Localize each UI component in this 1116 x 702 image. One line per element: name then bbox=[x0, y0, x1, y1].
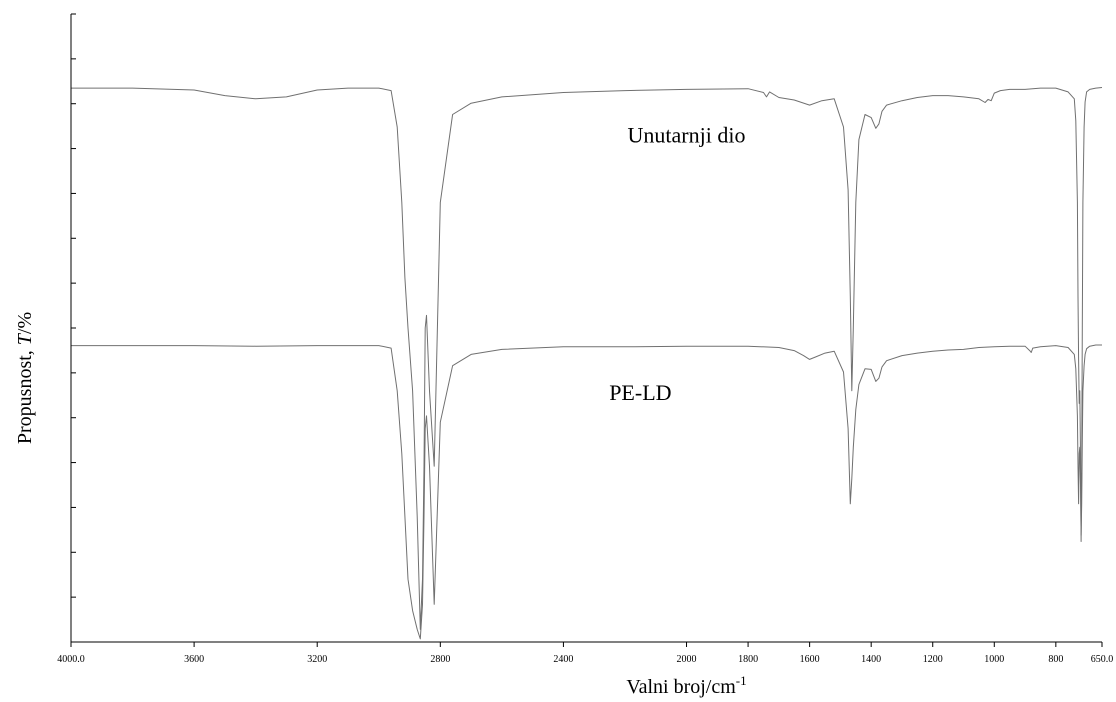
series-annotation-1: Unutarnji dio bbox=[628, 123, 746, 148]
series-annotation-2: PE-LD bbox=[609, 380, 671, 405]
x-tick-label: 800 bbox=[1048, 654, 1063, 665]
x-tick-label: 1600 bbox=[800, 654, 820, 665]
x-tick-label: 1200 bbox=[923, 654, 943, 665]
x-tick-label: 650.0 bbox=[1091, 654, 1114, 665]
series-line-1 bbox=[71, 87, 1103, 630]
y-axis-title: Propusnost, T/% bbox=[14, 312, 36, 444]
x-tick-label: 4000.0 bbox=[57, 654, 85, 665]
x-tick-label: 2000 bbox=[677, 654, 697, 665]
x-tick-label: 2800 bbox=[430, 654, 450, 665]
x-tick-label: 3200 bbox=[307, 654, 327, 665]
axes-layer: 4000.0 3600 3200 2800 2400 2000 1800 1600 1400 12… bbox=[14, 13, 1114, 698]
series-layer bbox=[71, 87, 1103, 640]
x-axis-title: Valni broj/cm-1 bbox=[626, 673, 746, 698]
x-tick-label: 3600 bbox=[184, 654, 204, 665]
series-line-2 bbox=[71, 344, 1102, 640]
x-tick-label: 1800 bbox=[738, 654, 758, 665]
annotation-layer: Unutarnji dio PE-LD bbox=[609, 123, 745, 405]
x-tick-label: 1000 bbox=[984, 654, 1004, 665]
x-tick-label: 2400 bbox=[553, 654, 573, 665]
x-tick-label: 1400 bbox=[861, 654, 881, 665]
